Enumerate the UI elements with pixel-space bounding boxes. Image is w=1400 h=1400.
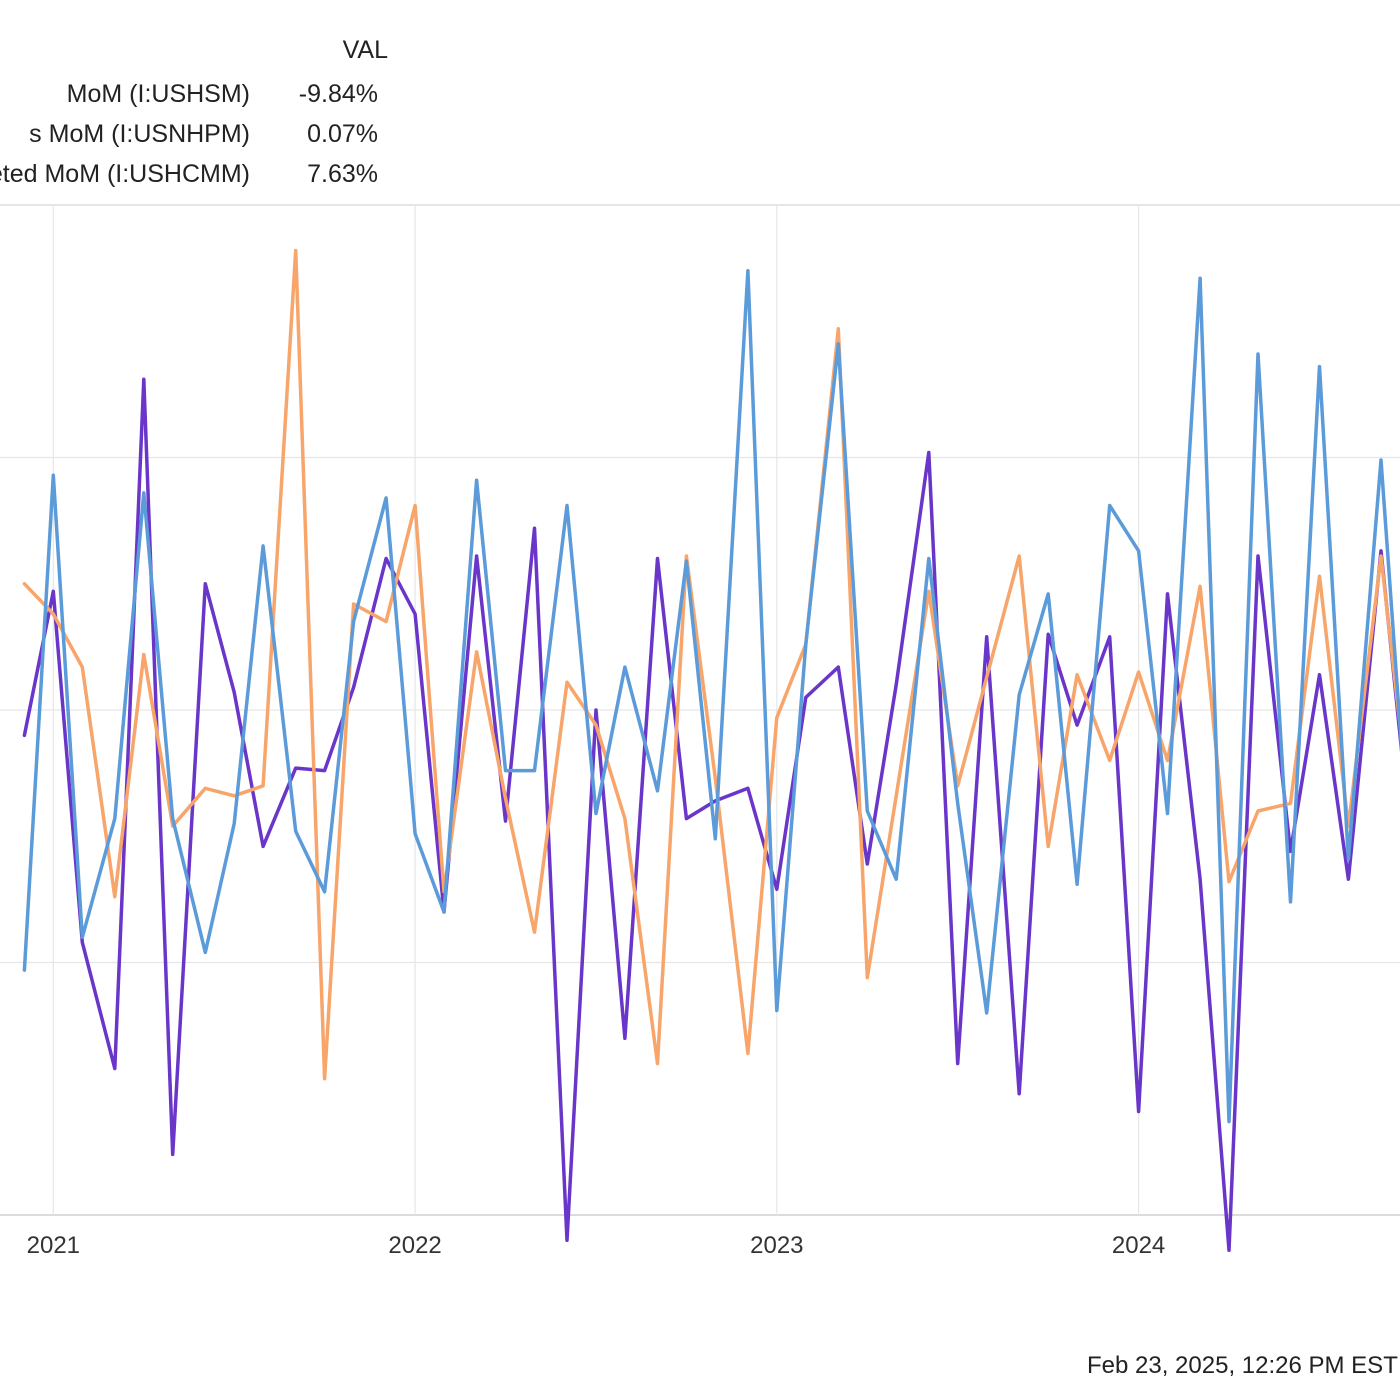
legend-series-name: s MoM (I:USNHPM)	[29, 120, 250, 148]
legend-row: eted MoM (I:USHCMM) 7.63%	[0, 156, 380, 192]
x-tick-label: 2021	[27, 1232, 80, 1259]
x-tick-label: 2023	[750, 1232, 803, 1259]
timestamp-footer: Feb 23, 2025, 12:26 PM EST Po	[1087, 1352, 1400, 1379]
x-tick-label: 2024	[1112, 1232, 1165, 1259]
series-line	[22, 248, 1400, 1081]
legend-series-value: -9.84%	[298, 80, 378, 108]
legend-row: MoM (I:USHSM) -9.84%	[0, 76, 380, 112]
series-line	[22, 377, 1400, 1253]
series-line	[22, 268, 1400, 1124]
series-group	[22, 248, 1400, 1253]
x-tick-label: 2022	[388, 1232, 441, 1259]
grid	[0, 204, 1400, 1216]
legend-series-name: MoM (I:USHSM)	[66, 80, 250, 108]
legend-series-name: eted MoM (I:USHCMM)	[0, 160, 250, 188]
legend-series-value: 0.07%	[307, 120, 378, 148]
legend-row: s MoM (I:USNHPM) 0.07%	[0, 116, 380, 152]
legend-header: VAL	[342, 36, 388, 64]
legend-series-value: 7.63%	[307, 160, 378, 188]
x-axis: 2021 2022 2023 2024	[27, 1232, 1166, 1259]
